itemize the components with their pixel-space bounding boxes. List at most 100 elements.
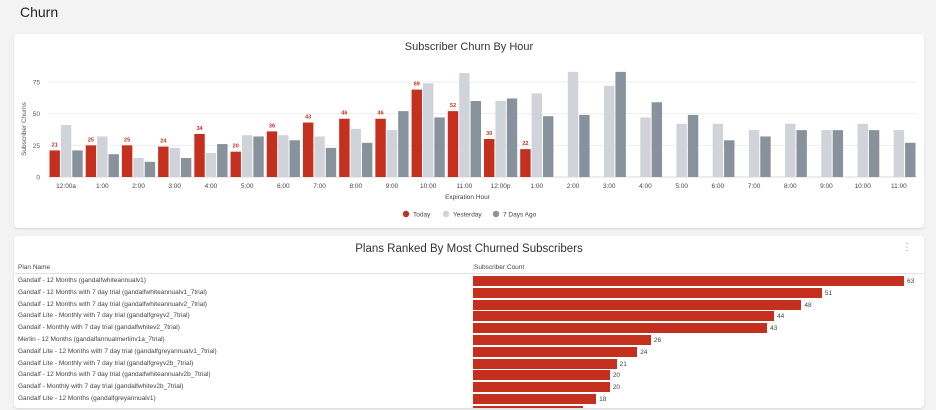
bar-7-days-ago	[796, 130, 807, 177]
plan-name: Gandalf Lite - 12 Months (gandalfgreyann…	[18, 395, 156, 402]
x-tick-label: 5:00	[675, 183, 688, 190]
bar-7-days-ago	[832, 130, 844, 177]
x-tick-label: 12:00p	[491, 183, 511, 190]
bar-yesterday	[640, 117, 651, 177]
subscriber-count-bar	[473, 358, 617, 369]
table-row[interactable]: Gandalf Lite - Monthly with 7 day trial …	[14, 358, 924, 370]
bar-today	[49, 150, 60, 177]
table-row[interactable]: Gandalf - 12 Months with 7 day trial (ga…	[14, 299, 924, 311]
subscriber-count-label: 21	[619, 360, 627, 368]
bar-7-days-ago	[579, 114, 590, 177]
bar-yesterday	[604, 85, 615, 177]
data-label: 43	[305, 115, 311, 121]
legend-swatch	[402, 210, 410, 218]
x-tick-label: 10:00	[420, 183, 437, 190]
bar-yesterday	[459, 73, 470, 177]
data-label: 24	[160, 139, 167, 145]
data-label: 34	[196, 126, 203, 132]
x-tick-label: 3:00	[168, 183, 181, 190]
bar-today	[447, 111, 459, 177]
subscriber-count-label: 26	[653, 337, 662, 344]
bar-yesterday	[205, 152, 217, 177]
table-row[interactable]: Gandalf Lite - 12 Months with 7 day tria…	[14, 346, 924, 358]
column-header-plan-name[interactable]: Plan Name	[18, 264, 51, 271]
table-row[interactable]: Gandalf - Monthly with 7 day trial (gand…	[14, 381, 924, 393]
subscriber-count-bar	[473, 323, 768, 334]
bar-yesterday	[676, 123, 687, 177]
table-row[interactable]: Merlin - 12 Months (gandalfannualmerlinv…	[14, 334, 924, 346]
churn-by-hour-card: Subscriber Churn By Hour 0 25 50 75 Subscrib…	[14, 34, 924, 228]
legend-swatch	[442, 210, 450, 218]
y-tick-label: 50	[33, 111, 41, 118]
bar-today	[121, 145, 133, 177]
churn-by-hour-chart: 0 25 50 75 Subscriber Churns 21 12:00a 25 1:00 25…	[21, 71, 917, 219]
table-row[interactable]: Gandalf - 12 Months with 7 day trial (ga…	[14, 287, 924, 299]
x-tick-label: 4:00	[205, 183, 218, 190]
subscriber-count-bar	[473, 276, 904, 286]
bar-today	[85, 145, 97, 177]
bar-yesterday	[278, 135, 289, 177]
bar-7-days-ago	[905, 142, 916, 177]
bar-7-days-ago	[253, 136, 264, 177]
bar-7-days-ago	[434, 117, 445, 177]
bar-7-days-ago	[325, 147, 337, 177]
legend-label: Today	[413, 212, 431, 219]
subscriber-count-bar	[473, 287, 822, 298]
subscriber-count-label: 51	[824, 289, 833, 297]
bar-7-days-ago	[543, 116, 554, 177]
bar-yesterday	[857, 123, 868, 177]
bar-yesterday	[60, 125, 72, 177]
plan-name: Gandalf - Monthly with 7 day trial (gand…	[18, 324, 180, 332]
plan-name: Gandalf - 12 Months with 7 day trial (ga…	[18, 300, 207, 308]
bar-today	[411, 89, 422, 177]
y-tick-label: 25	[33, 143, 41, 150]
subscriber-count-bar	[473, 299, 802, 310]
x-tick-label: 8:00	[349, 183, 362, 190]
x-tick-label: 10:00	[855, 183, 872, 190]
table-row[interactable]: Gandalf - 12 Months (gandalfwhiteannualv…	[14, 275, 924, 287]
bar-7-days-ago	[217, 144, 228, 177]
bar-7-days-ago	[361, 142, 373, 177]
bar-today	[194, 133, 205, 177]
x-tick-label: 12:00a	[56, 183, 76, 190]
column-header-subscriber-count[interactable]: Subscriber Count	[473, 264, 525, 271]
subscriber-count-label: 24	[640, 348, 648, 356]
bar-yesterday	[422, 83, 434, 177]
bar-7-days-ago	[470, 101, 481, 177]
x-tick-label: 1:00	[96, 183, 109, 190]
legend-item[interactable]: 7 Days Ago	[492, 210, 537, 219]
bar-yesterday	[386, 130, 398, 177]
bar-yesterday	[785, 123, 796, 177]
x-tick-label: 7:00	[313, 183, 326, 190]
bar-7-days-ago	[506, 98, 518, 177]
data-label: 69	[414, 82, 420, 88]
subscriber-count-label: 43	[770, 325, 778, 333]
data-label: 36	[269, 123, 275, 129]
table-row[interactable]: Gandalf Lite - Monthly with 7 day trial …	[14, 310, 924, 322]
x-tick-label: 11:00	[891, 183, 907, 190]
bar-yesterday	[97, 136, 108, 177]
table-row[interactable]: Gandalf - Monthly with 7 day trial (gand…	[14, 322, 924, 334]
table-row[interactable]: Gandalf Lite - 12 Months (gandalfgreyann…	[14, 393, 924, 405]
bar-today	[484, 139, 495, 177]
legend-item[interactable]: Yesterday	[442, 210, 483, 219]
bar-yesterday	[567, 71, 579, 177]
table-row[interactable]: Gandalf - 12 Months with 7 day trial (ga…	[14, 369, 924, 381]
data-label: 21	[52, 142, 58, 148]
table-title: Plans Ranked By Most Churned Subscribers	[355, 243, 583, 255]
plan-name: Gandalf Lite - 12 Months with 7 day tria…	[18, 347, 217, 355]
chart-title: Subscriber Churn By Hour	[404, 41, 534, 53]
subscriber-count-bar	[473, 346, 638, 357]
subscriber-count-label: 44	[777, 313, 785, 321]
plan-name: Gandalf Lite - Monthly with 7 day trial …	[18, 359, 194, 367]
bar-yesterday	[893, 130, 905, 177]
x-tick-label: 8:00	[784, 183, 797, 190]
subscriber-count-label: 63	[907, 278, 915, 285]
bar-yesterday	[495, 101, 506, 177]
bar-yesterday	[133, 158, 144, 177]
legend-item[interactable]: Today	[402, 210, 431, 219]
plan-name: Gandalf - 12 Months with 7 day trial (ga…	[18, 288, 207, 296]
x-tick-label: 1:00	[530, 183, 543, 190]
x-tick-label: 6:00	[277, 183, 290, 190]
more-menu-icon[interactable]: ⋮	[902, 242, 912, 253]
